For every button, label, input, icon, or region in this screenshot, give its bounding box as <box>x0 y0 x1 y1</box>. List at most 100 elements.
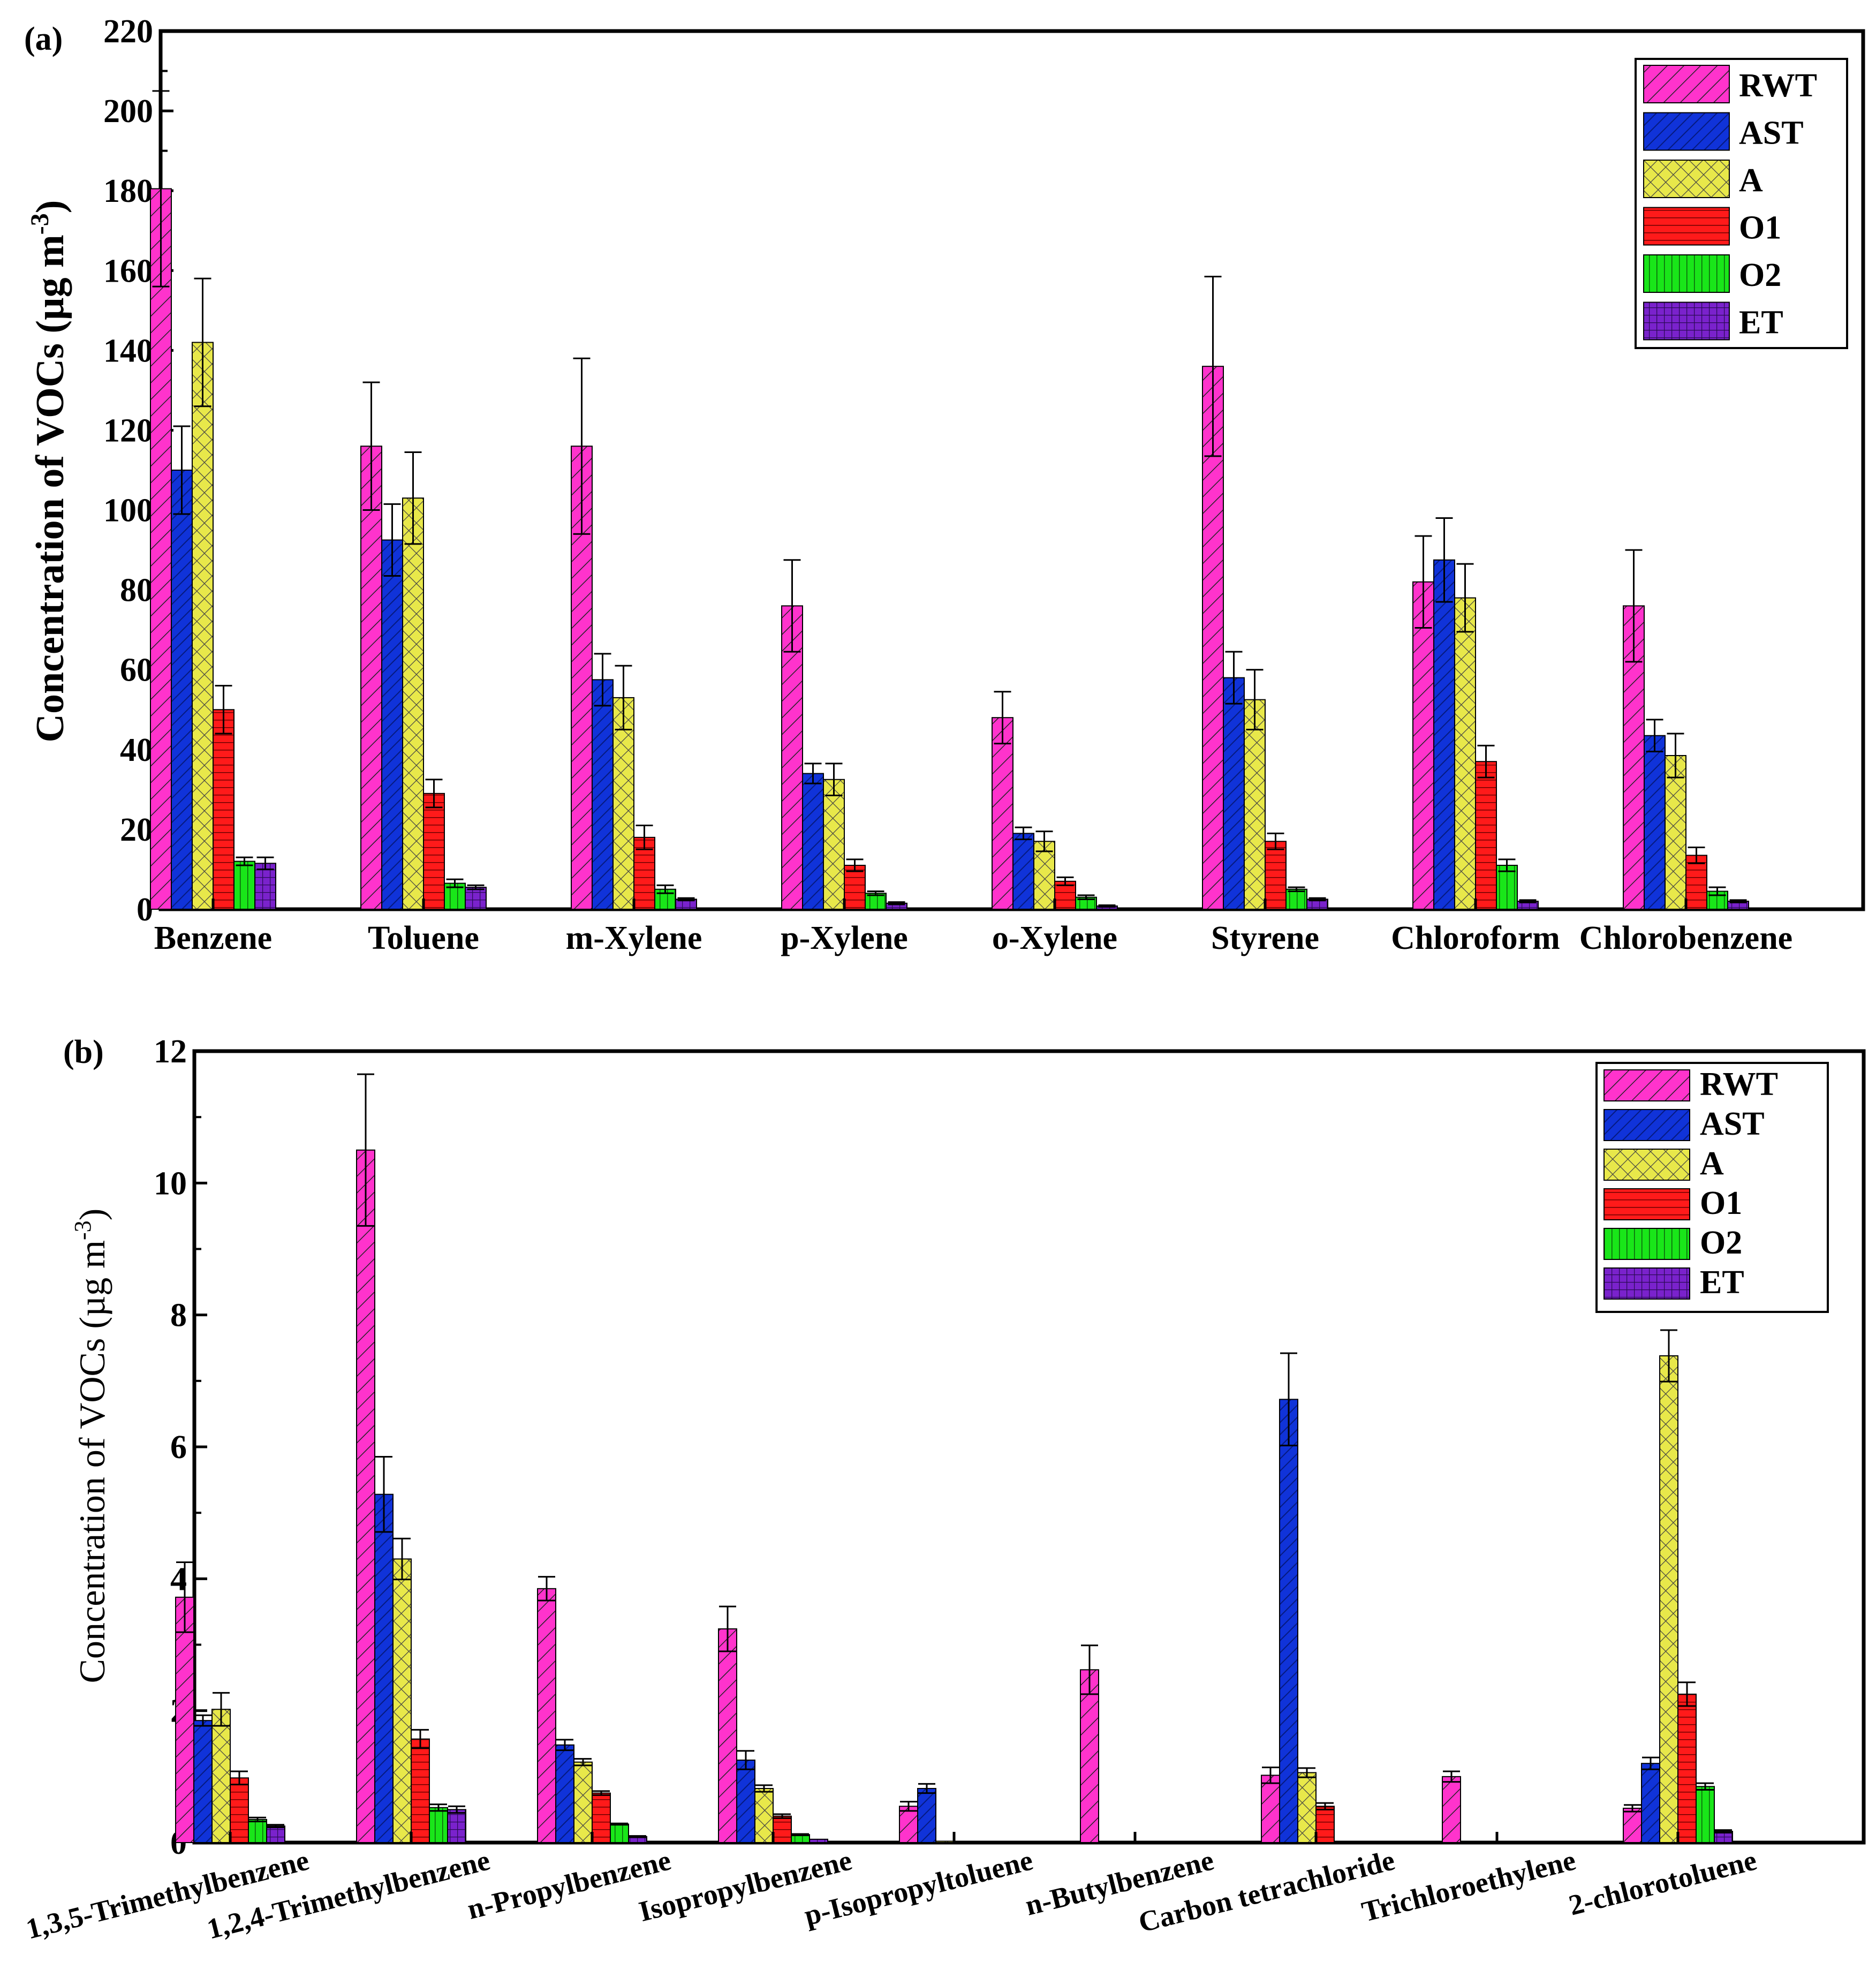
bar-O1-2 <box>592 1792 611 1843</box>
bar-A-2 <box>573 1761 593 1843</box>
bar-O1-3 <box>844 865 866 910</box>
bar-A-2 <box>612 697 634 910</box>
panel-label-b: (b) <box>63 1034 104 1070</box>
bar-AST-2 <box>555 1744 574 1844</box>
legend-swatch-A <box>1643 160 1730 198</box>
bar-RWT-3 <box>781 605 803 910</box>
panel-label-a: (a) <box>24 21 63 57</box>
bar-AST-0 <box>193 1720 213 1843</box>
bar-ET-3 <box>809 1838 828 1843</box>
bar-A-7 <box>1665 755 1686 910</box>
x-tick-label: Toluene <box>368 920 479 956</box>
bar-A-5 <box>1244 699 1266 910</box>
bar-RWT-3 <box>718 1628 737 1843</box>
bar-A-0 <box>211 1709 231 1844</box>
legend-swatch-O2 <box>1643 254 1730 293</box>
legend-swatch-O1 <box>1643 207 1730 246</box>
legend-label-ET: ET <box>1739 305 1783 341</box>
bars-a <box>150 90 1749 910</box>
bar-O1-3 <box>773 1815 792 1844</box>
y-tick-label: 20 <box>120 812 153 848</box>
bar-A-6 <box>1297 1772 1317 1844</box>
bar-RWT-1 <box>356 1149 375 1843</box>
legend-label-RWT: RWT <box>1739 67 1817 104</box>
bar-RWT-5 <box>1080 1669 1099 1843</box>
x-tick-label: Styrene <box>1211 920 1319 956</box>
bar-A-6 <box>1454 597 1476 910</box>
bar-RWT-7 <box>1442 1776 1461 1843</box>
x-tick-label: Chloroform <box>1391 920 1560 956</box>
legend-swatch-AST <box>1643 112 1730 151</box>
legend-label-O1: O1 <box>1739 210 1781 246</box>
legend-label-O2: O2 <box>1739 257 1781 293</box>
legend-label-A: A <box>1739 162 1763 199</box>
bar-AST-5 <box>1223 677 1245 910</box>
y-axis-label-b: Concentration of VOCs (µg m-3) <box>70 1209 112 1684</box>
bar-O1-8 <box>1677 1693 1697 1843</box>
bar-RWT-0 <box>175 1596 194 1844</box>
bar-O2-2 <box>610 1823 629 1844</box>
x-tick-label: m-Xylene <box>566 920 702 956</box>
bar-AST-3 <box>802 773 824 910</box>
bar-AST-0 <box>171 470 193 910</box>
bar-AST-7 <box>1644 735 1666 910</box>
x-tick-labels-b: 1,3,5-Trimethylbenzene1,2,4-Trimethylben… <box>23 1844 1760 1945</box>
bar-A-8 <box>1659 1355 1678 1843</box>
bar-AST-1 <box>381 539 403 910</box>
legend-swatch-O2 <box>1603 1228 1690 1260</box>
bar-A-4 <box>935 1840 955 1843</box>
bar-A-3 <box>823 779 845 910</box>
bar-AST-2 <box>592 679 614 910</box>
legend-label-RWT: RWT <box>1700 1066 1778 1103</box>
bar-AST-6 <box>1433 559 1455 910</box>
x-tick-labels-a: Benzene Toluene m-Xylene p-Xylene o-Xylene St… <box>154 920 1792 956</box>
bar-RWT-4 <box>899 1806 918 1843</box>
bar-ET-1 <box>447 1809 466 1844</box>
legend-label-AST: AST <box>1700 1106 1765 1142</box>
y-tick-label: 8 <box>170 1297 187 1334</box>
bar-AST-3 <box>736 1760 755 1844</box>
bar-A-3 <box>754 1788 774 1844</box>
legend-swatch-RWT <box>1603 1069 1690 1101</box>
y-tick-label: 120 <box>103 412 153 449</box>
bar-O2-0 <box>248 1818 267 1843</box>
bar-O1-0 <box>230 1777 249 1843</box>
legend-swatch-ET <box>1603 1267 1690 1300</box>
y-tick-label: 180 <box>103 173 153 209</box>
legend-swatch-O1 <box>1603 1188 1690 1220</box>
legend-swatch-AST <box>1603 1109 1690 1141</box>
bar-RWT-2 <box>537 1588 556 1844</box>
bar-O1-7 <box>1685 855 1707 910</box>
bar-O2-8 <box>1696 1786 1715 1844</box>
legend-swatch-RWT <box>1643 65 1730 103</box>
bar-O1-0 <box>213 709 234 910</box>
bar-AST-6 <box>1279 1399 1298 1844</box>
bar-AST-8 <box>1641 1763 1660 1843</box>
y-tick-label: 12 <box>154 1033 187 1070</box>
bar-RWT-0 <box>150 188 172 910</box>
x-tick-label: Benzene <box>154 920 272 956</box>
bar-A-4 <box>1033 841 1055 910</box>
bar-AST-4 <box>1012 833 1034 910</box>
x-tick-label: p-Xylene <box>781 920 908 956</box>
y-tick-label: 10 <box>154 1165 187 1202</box>
bar-O2-0 <box>233 861 255 910</box>
y-tick-label: 220 <box>103 13 153 50</box>
bar-ET-1 <box>465 887 487 910</box>
legend-a: RWT AST A O1 O2 ET <box>1635 58 1848 349</box>
bar-O2-5 <box>1285 888 1307 910</box>
x-tick-label: o-Xylene <box>992 920 1117 956</box>
legend-label-O2: O2 <box>1700 1225 1742 1261</box>
legend-label-AST: AST <box>1739 115 1804 152</box>
bars-b <box>175 1073 1733 1844</box>
bar-RWT-4 <box>992 717 1013 910</box>
y-tick-label: 100 <box>103 493 153 529</box>
x-tick-label: 2-chlorotoluene <box>1565 1844 1760 1921</box>
bar-A-0 <box>192 342 214 910</box>
bar-O1-6 <box>1475 761 1497 910</box>
bar-RWT-6 <box>1412 581 1434 910</box>
bar-O2-6 <box>1496 865 1518 910</box>
chart-panel-a: (a) Concentration of VOCs (µg m-3) 02040… <box>24 13 1865 956</box>
